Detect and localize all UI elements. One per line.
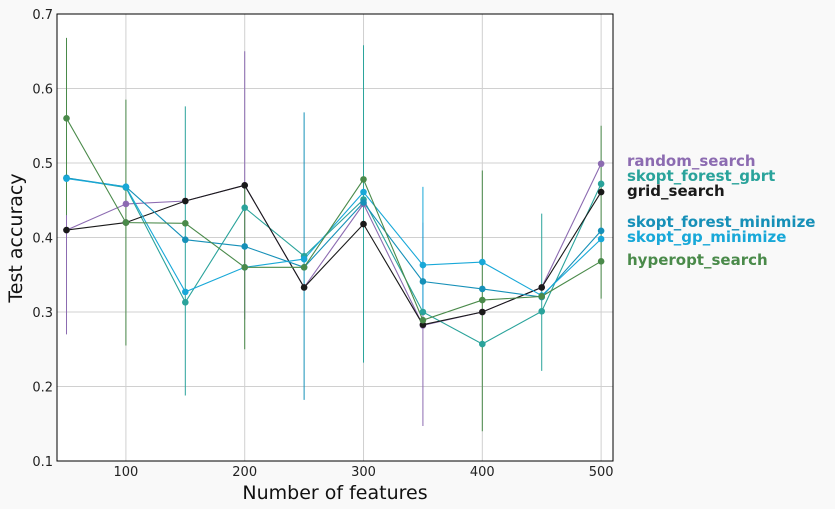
y-tick-label: 0.6 [32, 83, 53, 98]
data-point-skopt-forest-minimize [479, 285, 486, 293]
data-point-skopt-forest-gbrt [597, 180, 605, 188]
data-point-hyperopt-search [360, 176, 367, 183]
data-point-hyperopt-search [300, 264, 308, 271]
data-point-skopt-gp-minimize [300, 255, 308, 263]
data-point-grid-search [479, 308, 486, 316]
data-point-hyperopt-search [597, 258, 605, 265]
x-tick-label: 400 [470, 465, 495, 480]
x-tick-label: 100 [113, 465, 138, 480]
data-point-skopt-forest-minimize [360, 199, 367, 206]
series-line-grid-search [66, 184, 602, 326]
legend-label-grid-search: grid_search [627, 182, 725, 200]
data-point-grid-search [538, 284, 546, 291]
data-point-skopt-forest-gbrt [182, 299, 189, 306]
data-point-skopt-forest-gbrt [538, 307, 546, 315]
data-point-random-search [122, 200, 130, 208]
data-point-hyperopt-search [182, 220, 189, 227]
data-point-skopt-forest-minimize [597, 227, 605, 235]
data-point-skopt-forest-minimize [419, 278, 427, 285]
legend-label-random-search: random_search [627, 152, 756, 170]
data-point-grid-search [241, 182, 249, 189]
data-point-grid-search [360, 220, 367, 228]
data-point-grid-search [63, 226, 70, 234]
data-point-skopt-gp-minimize [122, 183, 130, 191]
data-point-skopt-gp-minimize [360, 188, 367, 196]
legend-label-skopt-gp-minimize: skopt_gp_minimize [627, 228, 786, 246]
data-point-random-search [597, 160, 605, 168]
data-point-skopt-forest-gbrt [479, 340, 486, 348]
data-point-hyperopt-search [419, 316, 427, 324]
series-line-skopt-forest-minimize [66, 177, 602, 298]
legend-label-hyperopt-search: hyperopt_search [627, 251, 768, 269]
series-lines [66, 118, 602, 345]
plot-frame [56, 13, 614, 462]
data-point-skopt-gp-minimize [419, 261, 427, 269]
x-tick-label: 200 [232, 465, 257, 480]
data-point-grid-search [300, 284, 308, 291]
data-point-grid-search [182, 197, 189, 205]
y-tick-label: 0.5 [32, 157, 53, 172]
x-tick-label: 500 [589, 465, 614, 480]
y-ticks: 0.1 0.2 0.3 0.4 0.5 0.6 0.7 [32, 8, 53, 470]
data-point-hyperopt-search [241, 264, 249, 271]
data-point-skopt-gp-minimize [479, 258, 486, 266]
y-tick-label: 0.2 [32, 381, 53, 396]
data-point-hyperopt-search [63, 115, 70, 122]
y-tick-label: 0.7 [32, 8, 53, 23]
data-point-skopt-gp-minimize [182, 288, 189, 296]
data-point-skopt-forest-minimize [241, 243, 249, 250]
series-line-hyperopt-search [66, 118, 602, 321]
y-tick-label: 0.4 [32, 232, 53, 247]
series-line-skopt-forest-gbrt [66, 177, 602, 345]
legend: random_search skopt_forest_gbrt grid_sea… [627, 152, 815, 269]
x-tick-label: 300 [351, 465, 376, 480]
data-point-skopt-forest-minimize [182, 236, 189, 244]
x-ticks: 100 200 300 400 500 [113, 465, 613, 480]
y-tick-label: 0.1 [32, 455, 53, 470]
y-axis-label: Test accuracy [5, 173, 27, 303]
data-point-grid-search [597, 188, 605, 196]
data-point-skopt-gp-minimize [63, 175, 70, 182]
legend-label-skopt-forest-minimize: skopt_forest_minimize [627, 213, 815, 231]
data-point-hyperopt-search [538, 293, 546, 300]
data-point-hyperopt-search [122, 219, 130, 226]
series-line-skopt-gp-minimize [66, 178, 602, 297]
data-point-skopt-forest-gbrt [241, 204, 249, 211]
data-point-hyperopt-search [479, 296, 486, 304]
data-point-skopt-gp-minimize [597, 235, 605, 243]
y-tick-label: 0.3 [32, 306, 53, 321]
series-points [63, 115, 605, 348]
legend-label-skopt-forest-gbrt: skopt_forest_gbrt [627, 167, 775, 185]
data-point-skopt-forest-gbrt [419, 308, 427, 316]
x-axis-label: Number of features [242, 482, 427, 504]
